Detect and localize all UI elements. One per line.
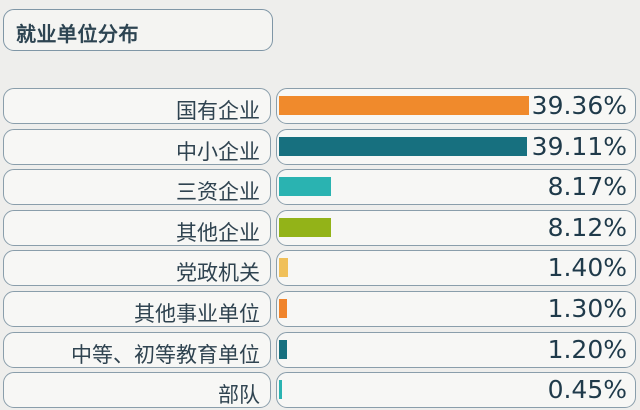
value-box: 39.11% [276, 128, 636, 165]
category-label: 中等、初等教育单位 [71, 342, 260, 367]
data-label: 1.40% [547, 253, 627, 283]
chart-title: 就业单位分布 [16, 22, 139, 46]
data-label: 1.20% [547, 334, 627, 364]
value-box: 0.45% [276, 372, 636, 409]
category-label-box: 党政机关 [3, 250, 271, 287]
category-label-box: 中小企业 [3, 128, 271, 165]
category-label: 三资企业 [176, 180, 260, 205]
category-label: 其他事业单位 [134, 302, 260, 326]
data-label: 39.11% [531, 131, 627, 161]
bar [279, 299, 288, 318]
category-label: 其他企业 [176, 220, 260, 245]
bar [279, 258, 288, 278]
category-label-box: 其他企业 [3, 209, 271, 246]
chart-row: 国有企业 39.36% [0, 88, 640, 124]
value-box: 8.17% [276, 169, 636, 206]
chart-row: 中小企业 39.11% [0, 128, 640, 165]
chart-row: 三资企业 8.17% [0, 169, 640, 206]
data-label: 8.17% [547, 172, 627, 202]
chart-row: 部队 0.45% [0, 372, 640, 409]
value-box: 1.40% [276, 250, 636, 287]
chart-row: 中等、初等教育单位 1.20% [0, 331, 640, 368]
category-label-box: 其他事业单位 [3, 291, 271, 327]
chart-row: 其他事业单位 1.30% [0, 291, 640, 327]
data-label: 1.30% [547, 294, 627, 323]
chart-title-box: 就业单位分布 [3, 9, 273, 51]
bar [279, 217, 331, 237]
category-label-box: 中等、初等教育单位 [3, 331, 271, 368]
bar [279, 96, 529, 115]
value-box: 1.30% [276, 291, 636, 327]
chart-row: 党政机关 1.40% [0, 250, 640, 287]
data-label: 39.36% [531, 91, 627, 120]
category-label: 党政机关 [176, 261, 260, 286]
data-label: 0.45% [547, 375, 627, 405]
value-box: 1.20% [276, 331, 636, 368]
category-label-box: 国有企业 [3, 88, 271, 124]
chart-row: 其他企业 8.12% [0, 209, 640, 246]
bar [279, 380, 282, 400]
category-label: 部队 [218, 383, 260, 408]
category-label-box: 三资企业 [3, 169, 271, 206]
category-label-box: 部队 [3, 372, 271, 409]
category-label: 中小企业 [176, 139, 260, 164]
category-label: 国有企业 [176, 99, 260, 123]
data-label: 8.12% [547, 212, 627, 242]
value-box: 8.12% [276, 209, 636, 246]
bar [279, 339, 287, 359]
value-box: 39.36% [276, 88, 636, 124]
bar [279, 177, 331, 197]
bar [279, 136, 528, 156]
